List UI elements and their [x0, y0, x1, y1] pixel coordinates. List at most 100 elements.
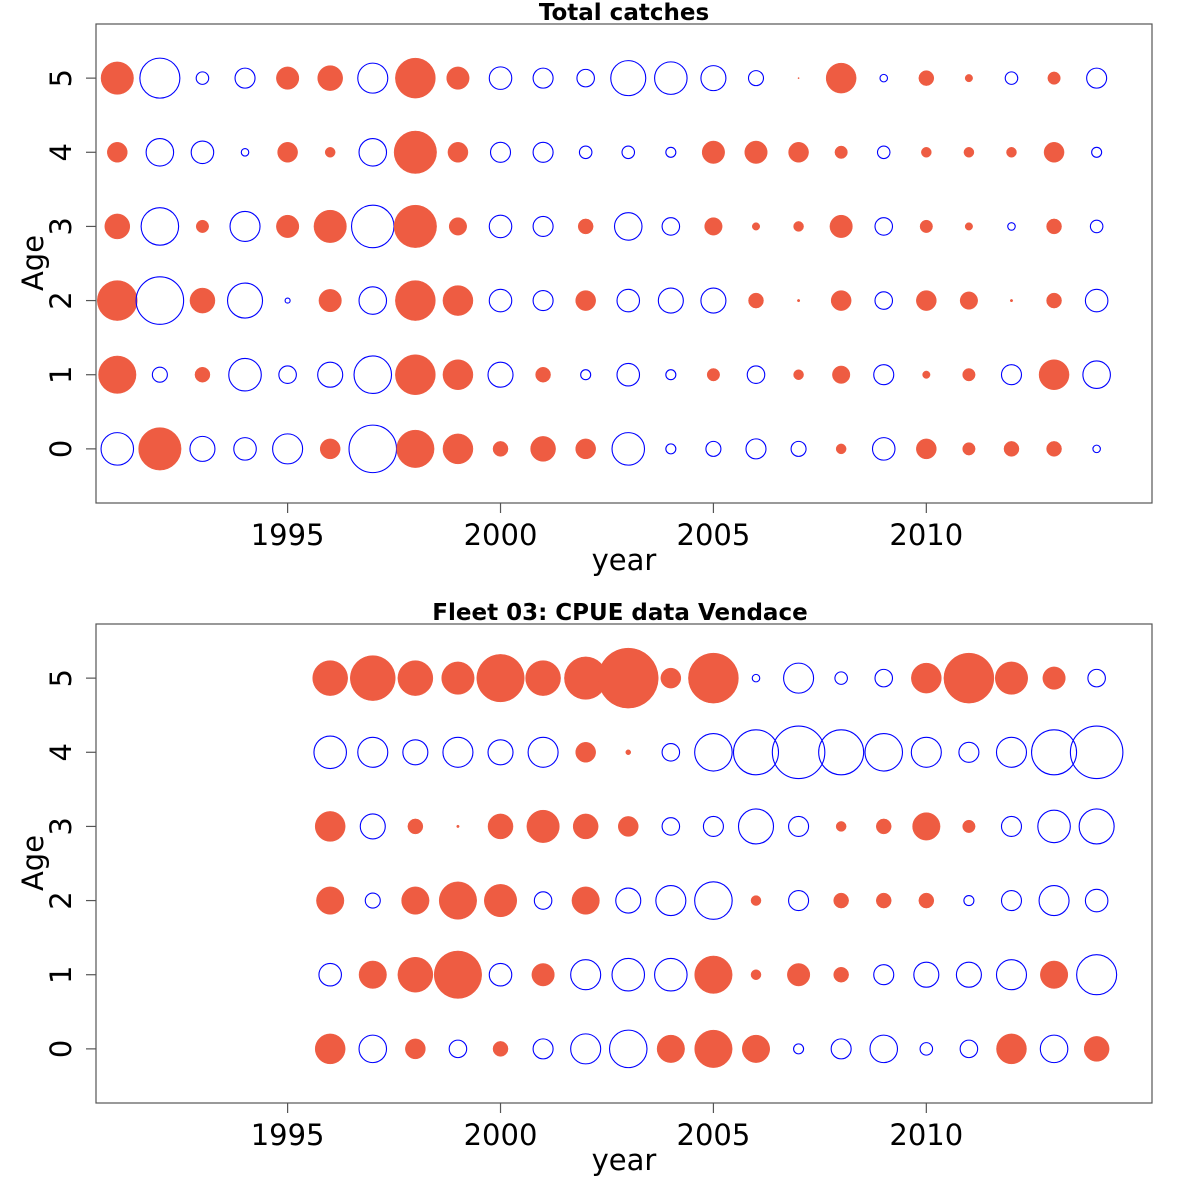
- bubble-point: [446, 66, 470, 90]
- bubble-point: [790, 440, 807, 457]
- bubble-point: [532, 67, 554, 89]
- bubble-point: [240, 147, 250, 157]
- bubble-point: [654, 957, 688, 992]
- bubble-point: [705, 440, 722, 457]
- bubble-point: [750, 969, 762, 980]
- bubble-point: [575, 742, 596, 763]
- bubble-point: [919, 1042, 934, 1056]
- bubble-point: [442, 359, 474, 390]
- bubble-point: [535, 366, 551, 383]
- bubble-point: [358, 1034, 388, 1064]
- bubble-point: [284, 297, 291, 304]
- bubble-layer: [312, 647, 1124, 1069]
- bubble-point: [393, 204, 437, 248]
- bubble-point: [397, 956, 434, 993]
- bubble-point: [834, 145, 848, 159]
- bubble-point: [912, 812, 941, 841]
- bubble-point: [751, 673, 761, 683]
- bubble-point: [314, 811, 346, 842]
- bubble-point: [195, 219, 209, 233]
- bubble-point: [350, 204, 395, 249]
- bubble-point: [532, 141, 554, 163]
- x-tick-label: 1995: [251, 518, 325, 552]
- bubble-point: [879, 73, 889, 83]
- bubble-point: [665, 369, 677, 381]
- bubble-point: [1037, 809, 1071, 844]
- bubble-point: [401, 886, 430, 915]
- bubble-point: [752, 222, 760, 231]
- bubble-point: [393, 130, 437, 174]
- bubble-point: [771, 725, 826, 780]
- bubble-point: [1046, 441, 1062, 457]
- bubble-point: [1047, 71, 1061, 85]
- bubble-point: [314, 1033, 346, 1065]
- bubble-point: [358, 960, 387, 989]
- bubble-point: [442, 285, 474, 316]
- y-axis: 0 1 2 3 4 5: [44, 669, 96, 1058]
- bubble-point: [484, 884, 518, 918]
- bubble-point: [835, 443, 847, 455]
- bubble-point: [742, 1034, 770, 1063]
- bubble-point: [580, 369, 592, 381]
- bubble-point: [318, 962, 342, 987]
- bubble-point: [395, 354, 436, 395]
- bubble-point: [654, 61, 688, 95]
- bubble-point: [272, 433, 304, 465]
- bubble-point: [98, 355, 137, 394]
- y-tick-label: 5: [44, 69, 78, 87]
- bubble-point: [577, 218, 594, 235]
- bubble-point: [1038, 885, 1070, 917]
- bubble-point: [864, 732, 904, 772]
- bubble-point: [1040, 960, 1069, 989]
- bubble-point: [313, 735, 347, 770]
- bubble-point: [100, 432, 135, 466]
- y-tick-label: 5: [44, 669, 78, 687]
- bubble-point: [448, 217, 467, 236]
- bubble-point: [1092, 444, 1101, 454]
- bubble-point: [788, 890, 810, 912]
- bubble-point: [476, 654, 525, 703]
- bubble-point: [694, 732, 733, 772]
- bubble-point: [532, 290, 554, 312]
- bubble-point: [613, 212, 643, 241]
- bubble-point: [407, 818, 424, 835]
- bubble-point: [526, 809, 560, 843]
- bubble-point: [615, 887, 642, 914]
- bubble-point: [318, 289, 342, 313]
- bubble-point: [492, 441, 509, 457]
- chart-title: Fleet 03: CPUE data Vendace: [432, 600, 807, 626]
- bubble-point: [571, 886, 600, 915]
- bubble-point: [737, 808, 775, 845]
- bubble-point: [608, 1029, 648, 1069]
- bubble-layer: [97, 57, 1111, 474]
- bubble-point: [1069, 725, 1124, 780]
- bubble-point: [530, 436, 556, 462]
- bubble-point: [1084, 288, 1109, 313]
- bubble-point: [492, 1041, 509, 1057]
- bubble-point: [833, 892, 849, 909]
- bubble-point: [433, 950, 482, 999]
- bubble-point: [869, 1034, 899, 1064]
- bubble-point: [324, 147, 336, 158]
- bubble-point: [396, 429, 435, 468]
- bubble-point: [575, 290, 596, 311]
- x-tick-label: 2005: [677, 518, 751, 552]
- bubble-point: [910, 736, 942, 768]
- bubble-point: [962, 368, 976, 382]
- bubble-point: [616, 362, 641, 387]
- bubble-point: [1039, 1034, 1069, 1064]
- bubble-point: [1084, 888, 1109, 913]
- bubble-point: [487, 361, 514, 388]
- bubble-point: [797, 299, 801, 303]
- bubble-point: [442, 736, 474, 768]
- bubble-point: [402, 739, 429, 766]
- panel-total-catches: Total catches year Age 1995 2000 2005 2 0 10 …: [16, 0, 1153, 577]
- bubble-point: [959, 291, 978, 310]
- x-tick-label: 1995: [251, 1118, 325, 1152]
- bubble-point: [694, 881, 733, 920]
- bubble-point: [570, 1033, 602, 1065]
- bubble-point: [313, 209, 347, 243]
- bubble-point: [1078, 808, 1115, 845]
- bubble-point: [1003, 441, 1020, 457]
- bubble-point: [151, 366, 168, 383]
